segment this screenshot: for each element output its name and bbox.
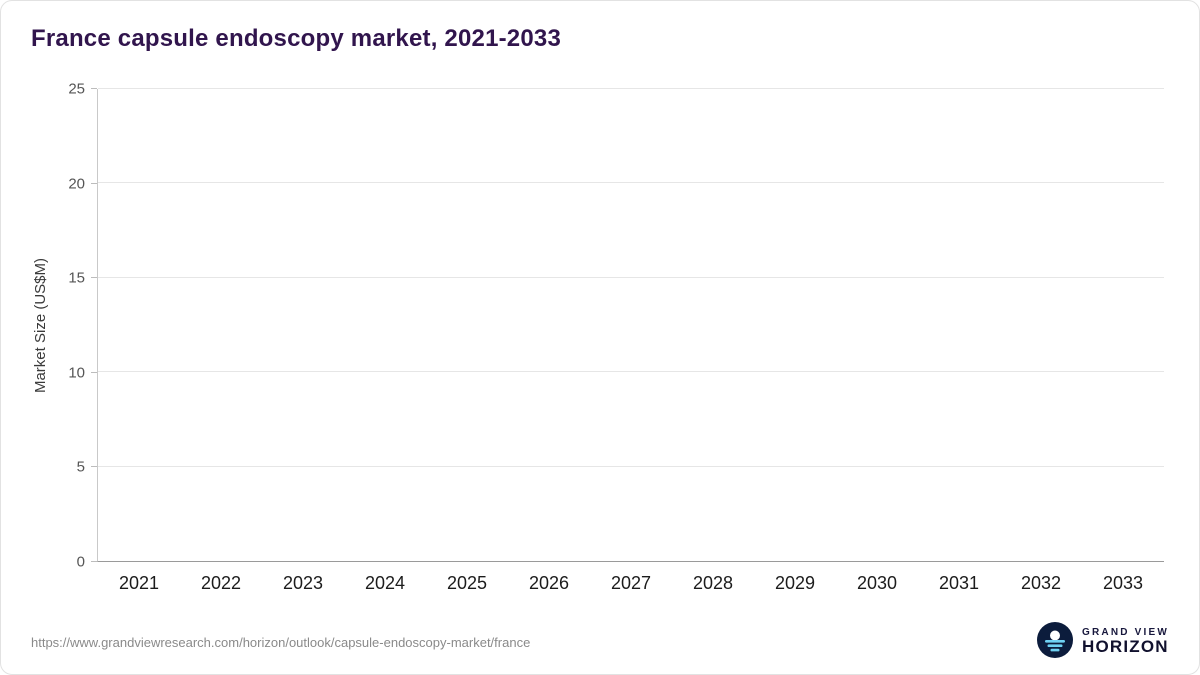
grand-view-horizon-logo: GRAND VIEW HORIZON [1037,621,1169,663]
bar-chart: Market Size (US$M) 0 5 10 15 20 25 2021 2022 20… [27,82,1164,593]
y-tick-label: 10 [68,364,85,382]
x-tick-label-2030: 2030 [856,573,898,593]
plot-area: 2021 2022 2023 2024 2025 2026 2027 2028 2029 2030… [97,88,1164,593]
y-tick-mark [91,88,97,89]
x-tick-label-2032: 2032 [1020,573,1062,593]
gridline [98,88,1164,89]
x-tick-label-2025: 2025 [446,573,488,593]
x-tick-label-2022: 2022 [200,573,242,593]
chart-title: France capsule endoscopy market, 2021-20… [31,25,562,52]
y-tick-mark [91,277,97,279]
x-tick-label-2027: 2027 [610,573,652,593]
source-url: https://www.grandviewresearch.com/horizo… [31,634,531,650]
y-tick-mark [91,182,97,184]
logo-line-horizon: HORIZON [1082,637,1169,657]
y-axis-title-wrap: Market Size (US$M) [27,89,53,562]
x-tick-label-2026: 2026 [528,573,570,593]
y-tick-label: 15 [68,269,85,287]
y-tick-mark [91,466,97,468]
x-tick-label-2028: 2028 [692,573,734,593]
y-tick-label: 20 [68,175,85,193]
x-tick-label-2021: 2021 [118,573,160,593]
gridline [98,276,1164,278]
horizon-sun-icon [1037,621,1073,663]
y-tick-mark [91,371,97,373]
y-tick-label: 5 [76,458,85,476]
x-tick-label-2031: 2031 [938,573,980,593]
x-axis-labels: 2021 2022 2023 2024 2025 2026 2027 2028 2029 2030… [98,561,1164,594]
y-tick-label: 25 [68,80,85,98]
logo-text: GRAND VIEW HORIZON [1082,627,1169,657]
gridline [98,465,1164,467]
y-axis-title: Market Size (US$M) [31,257,49,394]
y-tick-label: 0 [76,553,85,571]
gridline [98,371,1164,373]
x-tick-label-2023: 2023 [282,573,324,593]
x-tick-label-2029: 2029 [774,573,816,593]
y-axis: 0 5 10 15 20 25 [53,82,97,570]
logo-line-grand-view: GRAND VIEW [1082,627,1169,639]
gridline [98,182,1164,184]
bars-container [98,89,1164,561]
x-tick-label-2024: 2024 [364,573,406,593]
footer: https://www.grandviewresearch.com/horizo… [31,610,1169,674]
y-tick-mark [91,561,97,562]
x-tick-label-2033: 2033 [1102,573,1144,593]
